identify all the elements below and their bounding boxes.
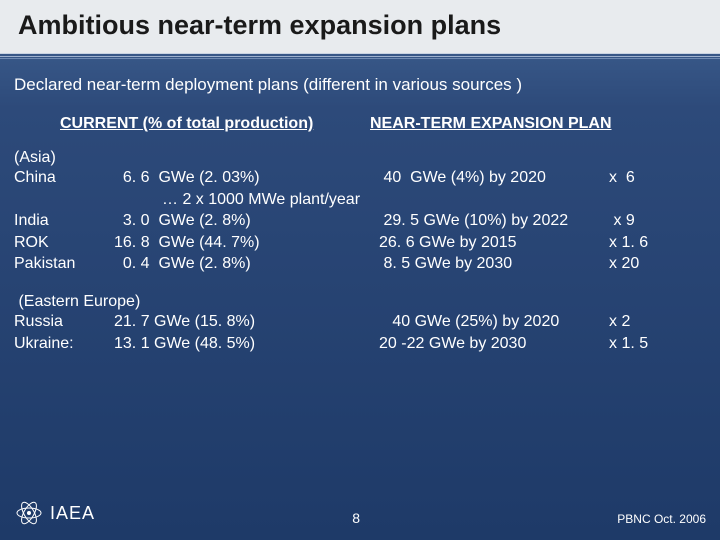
mult-cell: x 1. 6 [609, 232, 679, 254]
plan-cell: 40 GWe (4%) by 2020 [379, 167, 609, 189]
mult-cell: x 9 [609, 210, 679, 232]
table-row: ROK 16. 8 GWe (44. 7%) 26. 6 GWe by 2015… [14, 232, 706, 254]
plan-cell: 20 -22 GWe by 2030 [379, 333, 609, 355]
europe-group: (Eastern Europe) Russia 21. 7 GWe (15. 8… [0, 293, 720, 354]
current-cell: 3. 0 GWe (2. 8%) [114, 210, 379, 232]
table-row: Pakistan 0. 4 GWe (2. 8%) 8. 5 GWe by 20… [14, 253, 706, 275]
table-row: Russia 21. 7 GWe (15. 8%) 40 GWe (25%) b… [14, 311, 706, 333]
footer: IAEA 8 PBNC Oct. 2006 [0, 498, 720, 532]
country-cell: India [14, 210, 114, 232]
country-cell: Russia [14, 311, 114, 333]
country-cell: Pakistan [14, 253, 114, 275]
col-plan-header: NEAR-TERM EXPANSION PLAN [370, 115, 612, 133]
current-cell: 6. 6 GWe (2. 03%) [114, 167, 379, 189]
mult-cell: x 20 [609, 253, 679, 275]
region-europe: (Eastern Europe) [14, 293, 706, 311]
org-name: IAEA [50, 503, 95, 524]
plan-cell: 40 GWe (25%) by 2020 [379, 311, 609, 333]
country-cell: China [14, 167, 114, 189]
country-cell: Ukraine: [14, 333, 114, 355]
column-headers: CURRENT (% of total production) NEAR-TER… [0, 109, 720, 149]
plan-cell: 8. 5 GWe by 2030 [379, 253, 609, 275]
table-row: Ukraine: 13. 1 GWe (48. 5%) 20 -22 GWe b… [14, 333, 706, 355]
slide-title: Ambitious near-term expansion plans [0, 0, 720, 53]
mult-cell: x 2 [609, 311, 679, 333]
current-cell: 21. 7 GWe (15. 8%) [114, 311, 379, 333]
plan-cell: 26. 6 GWe by 2015 [379, 232, 609, 254]
mult-cell: x 1. 5 [609, 333, 679, 355]
region-asia: (Asia) [14, 149, 706, 167]
current-cell: 0. 4 GWe (2. 8%) [114, 253, 379, 275]
current-cell: 13. 1 GWe (48. 5%) [114, 333, 379, 355]
country-cell: ROK [14, 232, 114, 254]
china-note: … 2 x 1000 MWe plant/year [14, 189, 706, 211]
atom-icon [14, 498, 44, 528]
table-row: China 6. 6 GWe (2. 03%) 40 GWe (4%) by 2… [14, 167, 706, 189]
table-row: India 3. 0 GWe (2. 8%) 29. 5 GWe (10%) b… [14, 210, 706, 232]
subtitle: Declared near-term deployment plans (dif… [0, 59, 720, 109]
mult-cell: x 6 [609, 167, 679, 189]
col-current-header: CURRENT (% of total production) [60, 115, 370, 133]
org-logo: IAEA [14, 498, 95, 528]
footer-note: PBNC Oct. 2006 [617, 512, 706, 528]
asia-group: (Asia) China 6. 6 GWe (2. 03%) 40 GWe (4… [0, 149, 720, 275]
current-cell: 16. 8 GWe (44. 7%) [114, 232, 379, 254]
page-number: 8 [95, 510, 617, 528]
plan-cell: 29. 5 GWe (10%) by 2022 [379, 210, 609, 232]
